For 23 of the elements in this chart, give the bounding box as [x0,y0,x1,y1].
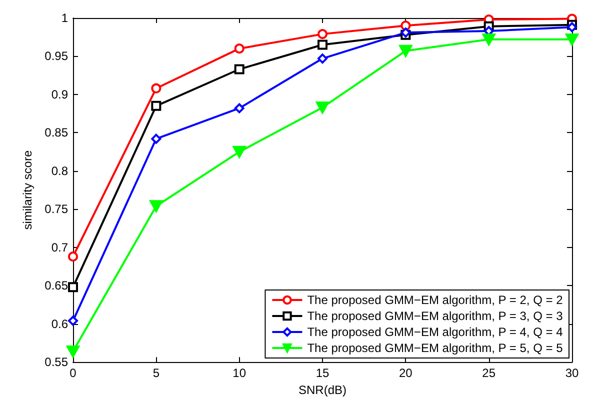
y-tick-label: 0.65 [44,278,68,293]
legend-label: The proposed GMM−EM algorithm, P = 5, Q = 5 [307,341,564,355]
y-tick-label: 0.85 [44,126,68,140]
x-tick-label: 5 [152,366,160,380]
y-tick-label: 1 [61,11,68,25]
y-axis-title: similarity score [20,150,35,230]
x-tick-label: 25 [482,366,496,380]
legend-label: The proposed GMM−EM algorithm, P = 2, Q = 2 [307,293,564,307]
x-tick-label: 30 [565,366,579,380]
y-tick-label: 0.55 [44,355,68,370]
legend-label: The proposed GMM−EM algorithm, P = 4, Q = 4 [307,325,564,339]
y-tick-label: 0.8 [51,164,68,178]
y-tick-label: 0.9 [51,87,68,102]
legend-label: The proposed GMM−EM algorithm, P = 3, Q = 3 [307,309,564,323]
y-tick-label: 0.95 [44,49,68,64]
y-tick-label: 0.6 [51,316,68,331]
y-tick-label: 0.7 [51,240,68,254]
x-tick-label: 15 [316,366,330,380]
x-axis-title: SNR(dB) [298,383,347,397]
y-tick-label: 0.75 [44,202,68,216]
x-tick-label: 0 [70,366,77,380]
x-tick-label: 20 [398,366,413,380]
x-tick-label: 10 [232,366,246,380]
